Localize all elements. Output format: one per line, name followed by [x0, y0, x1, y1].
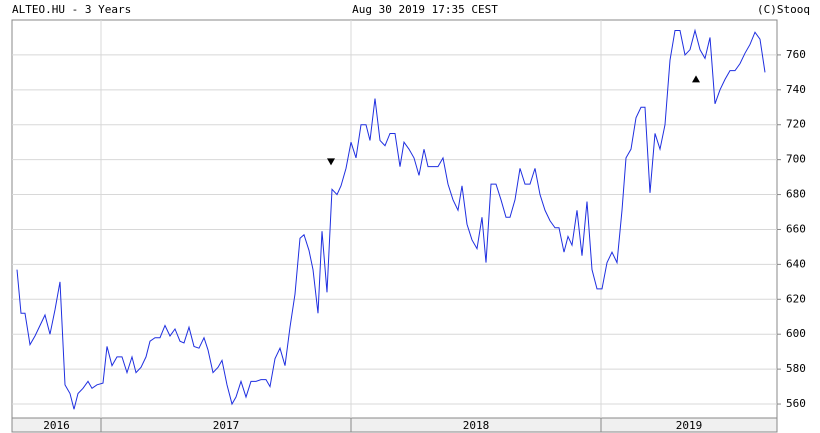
- y-tick-label: 560: [786, 397, 806, 410]
- plot-area: [11, 19, 778, 419]
- y-tick-label: 580: [786, 362, 806, 375]
- x-tick-label: 2018: [463, 419, 490, 432]
- chart-date: Aug 30 2019 17:35 CEST: [352, 3, 498, 16]
- signal-marker: [327, 158, 335, 166]
- y-tick-label: 640: [786, 257, 806, 270]
- y-tick-label: 720: [786, 118, 806, 131]
- x-tick-label: 2019: [676, 419, 703, 432]
- y-tick-label: 680: [786, 188, 806, 201]
- chart-source: (C)Stooq: [757, 3, 810, 16]
- y-tick-label: 760: [786, 48, 806, 61]
- y-tick-label: 700: [786, 153, 806, 166]
- y-tick-label: 740: [786, 83, 806, 96]
- year-band: [11, 417, 778, 433]
- y-tick-label: 660: [786, 222, 806, 235]
- signal-marker: [692, 75, 700, 83]
- chart-title: ALTEO.HU - 3 Years: [12, 3, 131, 16]
- y-tick-label: 600: [786, 327, 806, 340]
- y-tick-label: 620: [786, 292, 806, 305]
- x-tick-label: 2016: [43, 419, 70, 432]
- price-line: [16, 28, 766, 410]
- x-tick-label: 2017: [213, 419, 240, 432]
